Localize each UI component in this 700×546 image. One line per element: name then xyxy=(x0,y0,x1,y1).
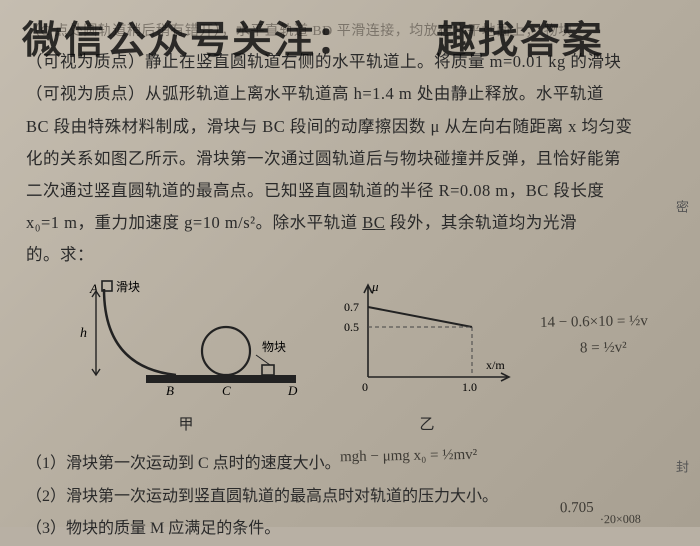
caption-jia: 甲 xyxy=(66,411,306,440)
handwriting-3: mgh − μmg x₀ = ½mv² xyxy=(340,441,478,473)
mu-chart: μ x/m 0.7 0.5 0 1.0 xyxy=(332,277,522,397)
xlabel: x/m xyxy=(486,358,505,372)
exam-page: 微信公众号关注： 趣找答案 （C 点处圆轨道稍后稍有错开），水平直轨道 BD 平… xyxy=(0,0,700,527)
label-h: h xyxy=(80,326,87,341)
ylabel: μ xyxy=(371,279,379,294)
y2: 0.5 xyxy=(344,320,359,334)
y1: 0.7 xyxy=(344,300,359,314)
figures-row: A 滑块 h 物块 B C D 甲 xyxy=(66,277,660,439)
figure-yi: μ x/m 0.7 0.5 0 1.0 乙 xyxy=(332,277,522,439)
line5: 二次通过竖直圆轨道的最高点。已知竖直圆轨道的半径 R=0.08 m，BC 段长度 xyxy=(26,181,604,200)
line4: 化的关系如图乙所示。滑块第一次通过圆轨道后与物块碰撞并反弹，且恰好能第 xyxy=(26,149,621,168)
label-D: D xyxy=(287,383,298,397)
line6a: x₀=1 m，重力加速度 g=10 m/s²。除水平轨道 xyxy=(26,213,362,232)
label-B: B xyxy=(166,383,174,397)
line2: （可视为质点）从弧形轨道上离水平轨道高 h=1.4 m 处由静止释放。水平轨道 xyxy=(26,84,604,103)
track-diagram: A 滑块 h 物块 B C D xyxy=(66,277,306,397)
watermark-right: 趣找答案 xyxy=(436,4,604,78)
margin-feng: 封 xyxy=(669,460,694,477)
label-block: 物块 xyxy=(262,340,286,354)
watermark-left: 微信公众号关注： xyxy=(22,4,358,78)
handwriting-5: ·20×008 xyxy=(600,508,641,532)
handwriting-4: 0.705 xyxy=(560,494,594,524)
line7: 的。求： xyxy=(26,245,94,264)
line6-bc: BC xyxy=(362,213,385,232)
x1: 0 xyxy=(362,380,368,394)
line6c: 段外，其余轨道均为光滑 xyxy=(385,213,577,232)
margin-mi: 密 xyxy=(669,200,694,217)
figure-jia: A 滑块 h 物块 B C D 甲 xyxy=(66,277,306,439)
x2: 1.0 xyxy=(462,380,477,394)
label-C: C xyxy=(222,383,231,397)
label-slider: 滑块 xyxy=(116,280,140,294)
line3: BC 段由特殊材料制成，滑块与 BC 段间的动摩擦因数 μ 从左向右随距离 x … xyxy=(26,117,633,136)
handwriting-2: 8 = ½v² xyxy=(580,334,627,364)
caption-yi: 乙 xyxy=(332,411,522,440)
